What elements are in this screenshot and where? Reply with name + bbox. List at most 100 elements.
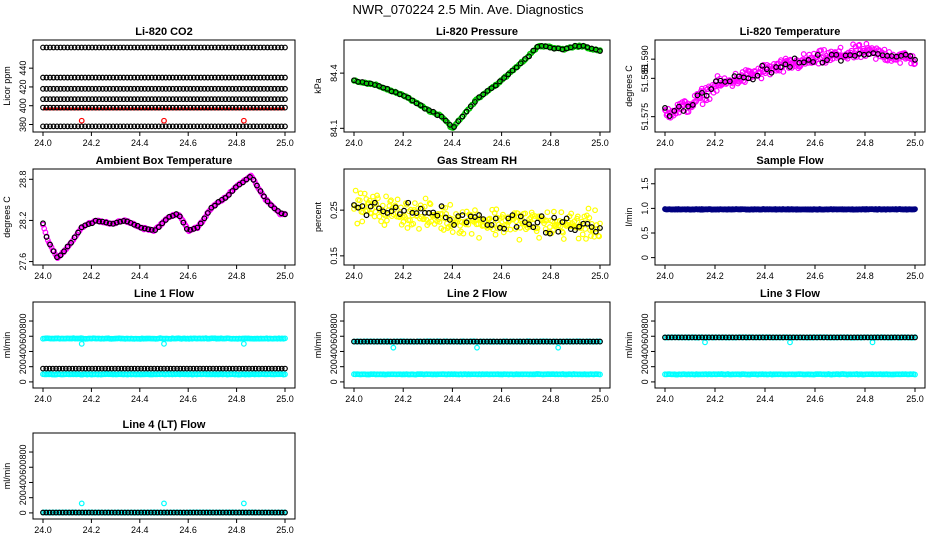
data-point xyxy=(858,334,864,341)
data-point xyxy=(405,94,412,101)
data-point xyxy=(40,96,46,103)
data-point xyxy=(390,344,397,351)
data-point xyxy=(183,104,190,111)
data-point xyxy=(247,96,253,103)
data-point xyxy=(531,215,538,222)
data-point xyxy=(702,334,709,341)
data-point xyxy=(269,365,275,372)
data-point xyxy=(770,334,777,341)
data-point xyxy=(814,52,821,58)
data-point xyxy=(161,500,167,507)
x-tick-label: 24.0 xyxy=(34,525,52,535)
data-point xyxy=(282,104,288,111)
data-point xyxy=(75,74,81,81)
x-tick-label: 25.0 xyxy=(276,525,294,535)
data-point xyxy=(520,338,527,345)
data-point xyxy=(61,44,67,51)
data-point xyxy=(169,123,176,130)
data-point xyxy=(371,338,377,345)
data-point xyxy=(155,104,162,111)
data-point xyxy=(259,509,266,516)
data-point xyxy=(222,74,229,81)
data-point xyxy=(96,123,103,130)
data-point xyxy=(434,212,441,219)
data-point xyxy=(229,188,236,194)
data-point xyxy=(40,74,46,81)
data-point xyxy=(492,231,499,238)
data-point xyxy=(440,338,447,345)
data-point xyxy=(492,215,499,222)
data-point xyxy=(444,338,450,345)
data-point xyxy=(463,108,470,115)
data-point xyxy=(445,223,452,230)
data-point xyxy=(131,44,138,51)
data-point xyxy=(204,74,211,81)
data-point xyxy=(215,74,222,81)
data-point xyxy=(760,334,766,341)
y-axis-label: percent xyxy=(313,201,323,232)
data-point xyxy=(54,44,60,51)
data-point xyxy=(407,338,414,345)
data-point xyxy=(467,103,474,110)
data-point xyxy=(417,338,424,345)
data-point xyxy=(197,44,204,51)
data-point xyxy=(250,104,257,111)
data-point xyxy=(232,74,239,81)
data-point xyxy=(766,334,773,341)
data-point xyxy=(138,123,145,130)
data-point xyxy=(225,74,232,81)
data-point xyxy=(878,334,885,341)
data-point xyxy=(204,44,211,51)
data-point xyxy=(351,202,357,208)
data-point xyxy=(138,365,145,372)
data-point xyxy=(536,234,543,241)
data-point xyxy=(557,338,564,345)
data-point xyxy=(85,85,92,92)
data-point xyxy=(247,44,253,51)
data-point xyxy=(827,334,834,341)
data-point xyxy=(176,74,183,81)
data-point xyxy=(739,334,746,341)
data-point xyxy=(268,202,274,209)
data-point xyxy=(538,213,545,220)
data-point xyxy=(388,208,395,215)
data-point xyxy=(560,338,567,345)
data-point xyxy=(250,123,257,130)
data-point xyxy=(117,74,124,81)
data-point xyxy=(484,338,490,345)
data-point xyxy=(278,44,285,51)
data-point xyxy=(275,44,281,51)
data-point xyxy=(64,96,71,103)
data-point xyxy=(177,365,184,372)
data-point xyxy=(553,338,560,345)
data-point xyxy=(381,338,387,345)
data-point xyxy=(113,123,120,130)
data-point xyxy=(447,201,454,208)
data-point xyxy=(695,334,702,341)
data-point xyxy=(78,44,85,51)
data-point xyxy=(110,220,117,227)
data-point xyxy=(746,334,753,341)
data-point xyxy=(108,509,115,516)
data-point xyxy=(106,74,113,81)
data-point xyxy=(597,48,603,54)
data-point xyxy=(908,56,915,63)
data-point xyxy=(75,229,81,236)
data-point xyxy=(416,225,422,232)
chart-licor-temp: Li-820 Temperature degrees C 24.0 24.2 24.4 2… xyxy=(624,26,926,148)
data-point xyxy=(92,365,99,372)
data-point xyxy=(218,104,225,111)
data-point xyxy=(517,338,524,345)
data-point xyxy=(62,365,69,372)
data-point xyxy=(487,338,494,345)
x-tick-label: 24.0 xyxy=(656,394,674,404)
x-tick-label: 24.8 xyxy=(228,138,246,148)
data-point xyxy=(50,85,57,92)
x-tick-label: 24.0 xyxy=(345,394,363,404)
data-point xyxy=(787,64,793,70)
data-point xyxy=(662,104,668,111)
data-point xyxy=(141,74,148,81)
y-axis-label: l/min xyxy=(624,207,634,226)
data-point xyxy=(124,74,131,81)
data-point xyxy=(223,509,230,516)
